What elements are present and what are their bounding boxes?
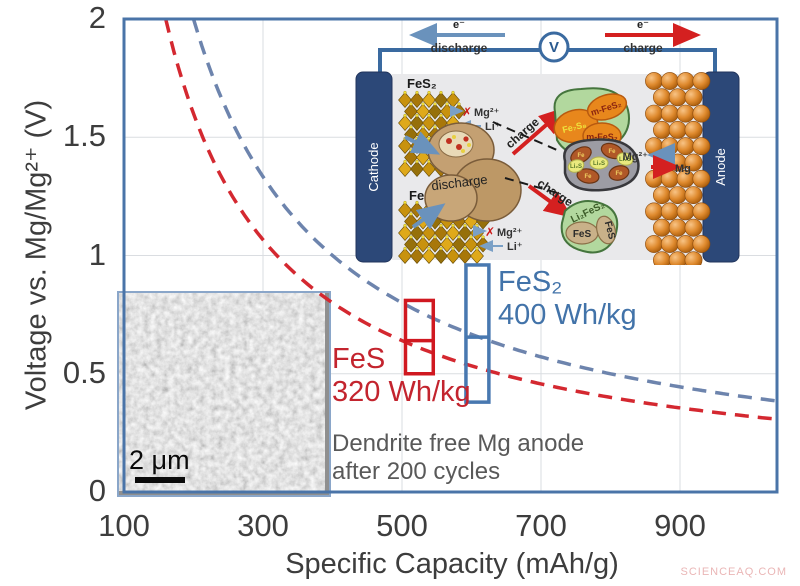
fe-label-4: Fe (615, 171, 623, 177)
sem-image-inset: 2 μm (117, 291, 331, 497)
electron-label-left: e⁻ (453, 19, 465, 31)
y-axis-title: Voltage vs. Mg/Mg²⁺ (V) (20, 99, 53, 411)
scalebar-label: 2 μm (129, 445, 190, 475)
mg-ion-label-1: Mg²⁺ (474, 107, 500, 119)
fes-region-label: FeS 320 Wh/kg (332, 343, 471, 409)
sem-caption: Dendrite free Mg anode after 200 cycles (332, 430, 584, 487)
y-tick-label: 2 (88, 0, 106, 35)
mg-blocked-x-1: ✗ (462, 105, 472, 119)
li2s-label-2: Li₂S (570, 164, 582, 170)
sem-caption-line2: after 200 cycles (332, 458, 501, 486)
fe-label-2: Fe (608, 149, 616, 155)
scalebar (135, 477, 185, 483)
mg-ion-anode-label: Mg²⁺ (623, 151, 649, 163)
mg-metal-label: Mg (675, 163, 691, 175)
sem-caption-line1: Dendrite free Mg anode (332, 430, 585, 457)
fes-product-label-1: FeS (573, 229, 592, 240)
x-tick-label: 100 (98, 508, 150, 543)
anode-label: Anode (713, 148, 728, 186)
fes2-region-name: FeS₂ (498, 266, 563, 298)
x-tick-label: 900 (654, 508, 706, 543)
fes-energy-density: 320 Wh/kg (332, 375, 471, 408)
fe-label-1: Fe (577, 153, 585, 159)
mg-blocked-x-2: ✗ (485, 225, 495, 239)
watermark: SCIENCEAQ.COM (680, 566, 787, 578)
discharge-direction-label: discharge (431, 41, 488, 55)
fes2-energy-density: 400 Wh/kg (498, 298, 637, 331)
li-ion-label-2: Li⁺ (507, 241, 523, 253)
discharge-products-blob: FeS FeS Li₂FeS₂ (560, 200, 619, 254)
fe-label-3: Fe (584, 174, 592, 180)
x-tick-label: 500 (376, 508, 428, 543)
y-tick-label: 1.5 (62, 118, 106, 154)
li-products-blob: Fe Fe Fe Fe Li₂S Li₂S Li₂S (563, 138, 640, 192)
x-axis-title: Specific Capacity (mAh/g) (285, 548, 619, 580)
x-tick-label: 300 (237, 508, 289, 543)
y-tick-label: 1 (88, 236, 106, 272)
x-tick-label: 700 (515, 508, 567, 543)
li2s-label-1: Li₂S (593, 161, 605, 167)
fes-region-name: FeS (332, 343, 386, 375)
fes2-region-label: FeS₂ 400 Wh/kg (498, 266, 637, 332)
charge-direction-label: charge (623, 41, 663, 55)
mg-ion-label-2: Mg²⁺ (497, 227, 523, 239)
battery-schematic-inset: V e⁻ discharge e⁻ charge Cathode Anode F… (355, 19, 740, 265)
electron-label-right: e⁻ (637, 19, 649, 31)
y-tick-label: 0 (88, 473, 106, 508)
cathode-label: Cathode (366, 142, 381, 191)
fes2-crystal-label: FeS₂ (407, 76, 437, 91)
y-tick-label: 0.5 (62, 354, 106, 390)
voltmeter-label: V (549, 39, 559, 56)
